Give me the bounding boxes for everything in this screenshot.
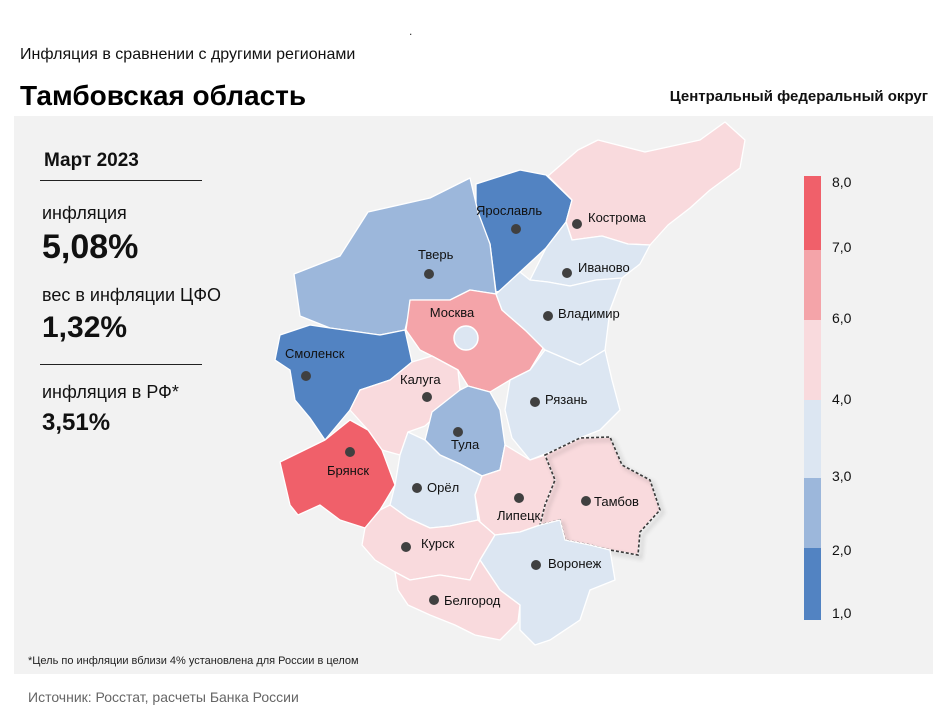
divider-top [40, 180, 202, 181]
rf-inflation-value: 3,51% [42, 409, 111, 436]
district-label: Центральный федеральный округ [669, 88, 928, 105]
region-ryazan [504, 349, 621, 461]
page-subtitle: Инфляция в сравнении с другими регионами [20, 46, 356, 63]
city-marker-lipetsk [514, 493, 524, 503]
dot-mark: . [409, 24, 413, 38]
legend-band-2 [804, 320, 821, 400]
city-label-tver: Тверь [418, 247, 454, 262]
color-scale-legend: 8,0 7,0 6,0 4,0 3,0 2,0 1,0 [804, 174, 852, 621]
legend-band-5 [804, 548, 821, 620]
city-label-ryazan: Рязань [545, 392, 588, 407]
city-label-vladimir: Владимир [558, 306, 620, 321]
weight-value: 1,32% [42, 311, 128, 344]
city-marker-bryansk [345, 447, 355, 457]
city-marker-yaroslavl [511, 224, 521, 234]
highlight-outline-tambov [538, 436, 661, 556]
city-marker-ryazan [530, 397, 540, 407]
legend-tick-0: 8,0 [832, 174, 852, 190]
city-marker-orel [412, 483, 422, 493]
city-label-kostroma: Кострома [588, 210, 647, 225]
weight-label: вес в инфляции ЦФО [42, 285, 222, 305]
period-label: Март 2023 [44, 150, 139, 171]
city-label-ivanovo: Иваново [578, 260, 630, 275]
legend-tick-4: 3,0 [832, 468, 852, 484]
city-label-orel: Орёл [427, 480, 459, 495]
legend-tick-3: 4,0 [832, 391, 852, 407]
source-note: Источник: Росстат, расчеты Банка России [28, 689, 299, 705]
legend-tick-1: 7,0 [832, 239, 852, 255]
legend-tick-2: 6,0 [832, 310, 852, 326]
inflation-value: 5,08% [42, 228, 139, 266]
city-label-lipetsk: Липецк [497, 508, 541, 523]
rf-inflation-label: инфляция в РФ* [42, 382, 179, 402]
city-label-bryansk: Брянск [327, 463, 369, 478]
city-label-kursk: Курск [421, 536, 455, 551]
city-label-tula: Тула [451, 437, 480, 452]
legend-band-1 [804, 250, 821, 320]
city-label-kaluga: Калуга [400, 372, 441, 387]
city-label-smolensk: Смоленск [285, 346, 345, 361]
city-marker-kursk [401, 542, 411, 552]
region-belgorod [394, 559, 521, 641]
city-label-voronezh: Воронеж [548, 556, 602, 571]
legend-tick-5: 2,0 [832, 542, 852, 558]
divider-bottom [40, 364, 202, 365]
legend-band-0 [804, 176, 821, 250]
city-marker-tver [424, 269, 434, 279]
city-marker-moscow [453, 325, 479, 351]
city-marker-vladimir [543, 311, 553, 321]
legend-band-3 [804, 400, 821, 478]
city-label-belgorod: Белгород [444, 593, 501, 608]
region-shapes [274, 121, 746, 646]
footnote: *Цель по инфляции вблизи 4% установлена … [28, 655, 359, 667]
city-marker-kostroma [572, 219, 582, 229]
inflation-label: инфляция [42, 203, 127, 223]
city-marker-kaluga [422, 392, 432, 402]
city-marker-belgorod [429, 595, 439, 605]
city-marker-ivanovo [562, 268, 572, 278]
city-label-moscow: Москва [430, 305, 475, 320]
city-markers: Ярославль Кострома Тверь Иваново Москва Влади… [285, 203, 647, 608]
page-title: Тамбовская область [20, 80, 307, 111]
city-label-tambov: Тамбов [594, 494, 639, 509]
city-label-yaroslavl: Ярославль [476, 203, 542, 218]
legend-tick-6: 1,0 [832, 605, 852, 621]
legend-band-4 [804, 478, 821, 548]
city-marker-tambov [581, 496, 591, 506]
city-marker-smolensk [301, 371, 311, 381]
city-marker-voronezh [531, 560, 541, 570]
city-marker-tula [453, 427, 463, 437]
